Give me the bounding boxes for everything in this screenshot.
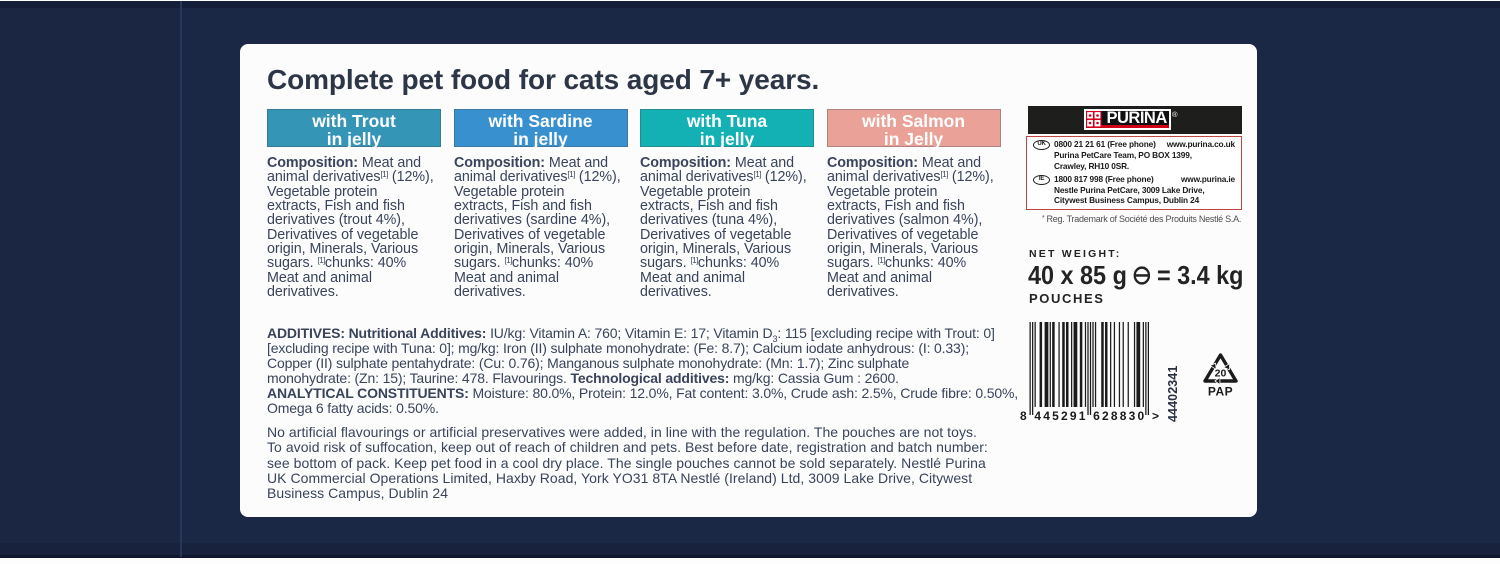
svg-text:PAP: PAP: [1208, 385, 1233, 399]
svg-text:20: 20: [1215, 368, 1227, 380]
